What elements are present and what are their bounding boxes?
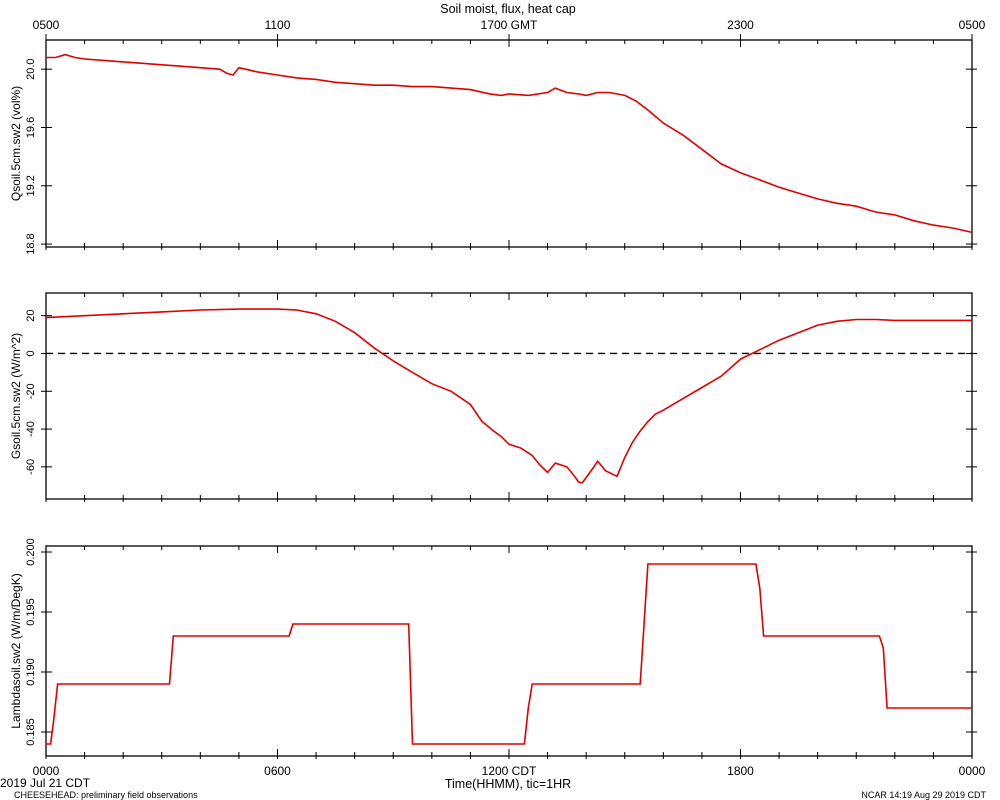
bottom-time-axis: 0000 0600 1200 CDT 1800 0000 bbox=[33, 764, 986, 778]
y-tick-label: 0 bbox=[25, 350, 37, 356]
y-tick-label: 20 bbox=[25, 310, 37, 322]
y-axis-label: Lambdasoil.sw2 (W/m/DegK) bbox=[9, 573, 23, 728]
bottom-tick-label: 0600 bbox=[264, 764, 291, 778]
y-tick-label: -40 bbox=[25, 421, 37, 437]
bottom-tick-label: 1200 CDT bbox=[482, 764, 537, 778]
y-tick-label: 19.6 bbox=[25, 117, 37, 138]
y-axis-label: Qsoil.5cm.sw2 (vol%) bbox=[9, 86, 23, 201]
panel-frame bbox=[45, 545, 973, 757]
y-tick-label: -60 bbox=[25, 459, 37, 475]
top-tick-label: 1700 GMT bbox=[481, 18, 538, 32]
y-tick-label: 0.185 bbox=[25, 718, 37, 746]
bottom-tick-label: 0000 bbox=[33, 764, 60, 778]
top-tick-label: 0500 bbox=[959, 18, 986, 32]
top-time-axis: 0500 1100 1700 GMT 2300 0500 bbox=[33, 18, 986, 40]
series-line bbox=[46, 53, 973, 234]
y-tick-label: 0.195 bbox=[25, 598, 37, 626]
y-tick-label: 19.2 bbox=[25, 175, 37, 196]
start-date-label: 2019 Jul 21 CDT bbox=[0, 776, 91, 790]
panel-frame bbox=[45, 292, 973, 500]
top-tick-label: 0500 bbox=[33, 18, 60, 32]
series-line bbox=[46, 563, 972, 745]
y-axis-label: Gsoil.5cm.sw2 (W/m^2) bbox=[9, 333, 23, 459]
bottom-tick-label: 1800 bbox=[727, 764, 754, 778]
top-tick-label: 2300 bbox=[727, 18, 754, 32]
y-tick-label: 0.190 bbox=[25, 658, 37, 686]
bottom-tick-label: 0000 bbox=[959, 764, 986, 778]
panel-frame bbox=[45, 39, 973, 248]
y-tick-label: 20.0 bbox=[25, 58, 37, 79]
top-tick-label: 1100 bbox=[265, 18, 291, 32]
series-line bbox=[45, 308, 972, 484]
ncar-stamp: NCAR 14:19 Aug 29 2019 CDT bbox=[861, 790, 986, 800]
y-tick-label: -20 bbox=[25, 383, 37, 399]
x-axis-label: Time(HHMM), tic=1HR bbox=[445, 777, 571, 791]
y-tick-label: 18.8 bbox=[25, 233, 37, 254]
project-label: CHEESEHEAD: preliminary field observatio… bbox=[14, 790, 198, 800]
figure-title: Soil moist, flux, heat cap bbox=[440, 2, 576, 16]
y-tick-label: 0.200 bbox=[25, 538, 37, 566]
